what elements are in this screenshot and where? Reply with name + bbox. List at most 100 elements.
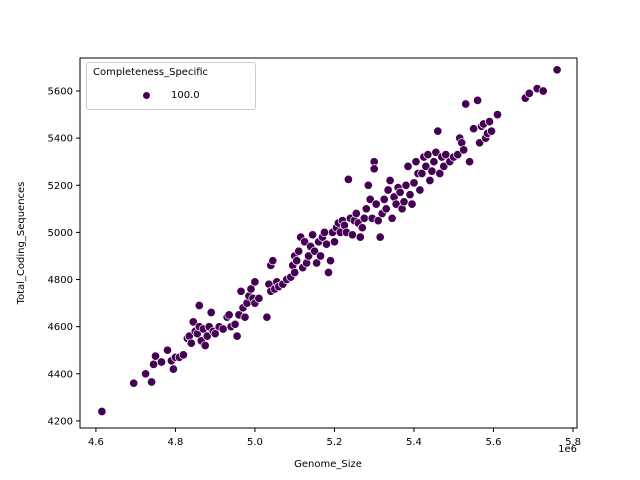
data-point	[363, 180, 373, 190]
data-point	[351, 208, 361, 219]
data-point	[168, 364, 178, 374]
data-point	[387, 213, 397, 223]
data-point	[409, 178, 419, 188]
data-point	[230, 319, 240, 329]
x-axis-label: Genome_Size	[294, 459, 362, 470]
y-tick-label: 5000	[48, 228, 73, 239]
data-point	[224, 310, 234, 320]
data-point	[403, 161, 413, 171]
data-point	[292, 256, 302, 266]
data-point	[417, 168, 427, 179]
data-point	[304, 251, 314, 261]
data-point	[290, 267, 300, 278]
data-point	[250, 277, 260, 287]
data-point	[492, 110, 503, 120]
data-point	[156, 357, 167, 367]
data-point	[355, 232, 365, 242]
data-point	[486, 126, 497, 136]
data-point	[343, 174, 353, 184]
data-point	[365, 194, 375, 204]
data-point	[315, 251, 326, 261]
x-tick-label: 5.0	[247, 437, 263, 448]
data-point	[329, 237, 340, 247]
y-tick-label: 5200	[48, 181, 73, 192]
data-point	[411, 157, 421, 167]
data-point	[300, 237, 310, 247]
data-point	[385, 175, 395, 186]
data-point	[310, 246, 320, 256]
data-point	[469, 124, 479, 134]
data-point	[147, 377, 157, 387]
data-point	[312, 258, 322, 268]
data-point	[407, 199, 417, 209]
data-point	[453, 150, 463, 160]
data-point	[97, 406, 107, 417]
y-axis-label: Total_Coding_Sequences	[16, 182, 27, 306]
data-point	[399, 197, 409, 207]
data-point	[421, 161, 431, 171]
data-point	[294, 246, 304, 256]
data-point	[427, 166, 437, 176]
data-point	[200, 340, 210, 351]
data-point	[323, 267, 334, 278]
data-point	[524, 88, 534, 98]
data-point	[395, 187, 405, 197]
data-point	[129, 378, 139, 388]
data-point	[141, 369, 151, 379]
data-point	[150, 351, 161, 361]
data-point	[473, 95, 483, 105]
data-point	[210, 329, 220, 339]
data-point	[194, 300, 204, 311]
y-axis-ticks: 4200 4400 4600 4800 5000 5200 5400 5600	[48, 86, 80, 427]
data-point	[373, 216, 383, 226]
x-tick-label: 5.4	[406, 437, 422, 448]
data-point	[347, 230, 357, 240]
legend-title: Completeness_Specific	[93, 67, 209, 78]
data-point	[381, 204, 391, 214]
data-point	[149, 359, 159, 369]
y-tick-label: 4600	[48, 322, 73, 333]
data-point	[439, 161, 449, 171]
data-point	[425, 175, 435, 186]
data-point	[379, 194, 389, 204]
data-point	[361, 204, 371, 214]
data-point	[431, 147, 441, 157]
x-tick-label: 4.6	[88, 437, 104, 448]
y-tick-label: 4800	[48, 275, 73, 286]
y-tick-label: 4400	[48, 369, 73, 380]
legend-entry-label: 100.0	[171, 90, 200, 101]
data-point	[357, 223, 367, 233]
data-point	[321, 239, 332, 249]
data-point	[188, 317, 198, 327]
data-point	[319, 227, 330, 237]
axes-frame	[79, 57, 578, 429]
data-point	[475, 138, 485, 148]
data-point	[552, 65, 562, 75]
data-point	[325, 256, 336, 266]
data-point	[538, 86, 548, 96]
y-tick-label: 4200	[48, 416, 73, 427]
data-point	[429, 157, 439, 167]
data-point	[262, 312, 272, 322]
y-tick-label: 5400	[48, 134, 73, 145]
data-point	[435, 168, 445, 179]
data-point	[232, 331, 242, 341]
data-point	[246, 284, 256, 294]
data-point	[186, 338, 196, 348]
y-tick-label: 5600	[48, 86, 73, 97]
data-point	[423, 150, 433, 160]
data-points	[97, 65, 562, 417]
data-point	[254, 293, 264, 303]
x-offset-label: 1e6	[558, 444, 577, 455]
data-point	[465, 157, 475, 167]
data-point	[415, 185, 425, 195]
x-axis-ticks: 4.6 4.8 5.0 5.2 5.4 5.6 5.8	[88, 428, 581, 448]
data-point	[178, 350, 188, 360]
data-point	[268, 256, 278, 266]
data-point	[206, 307, 216, 318]
data-point	[461, 99, 471, 109]
data-point	[369, 164, 379, 174]
x-tick-label: 5.8	[565, 437, 581, 448]
data-point	[236, 286, 246, 296]
